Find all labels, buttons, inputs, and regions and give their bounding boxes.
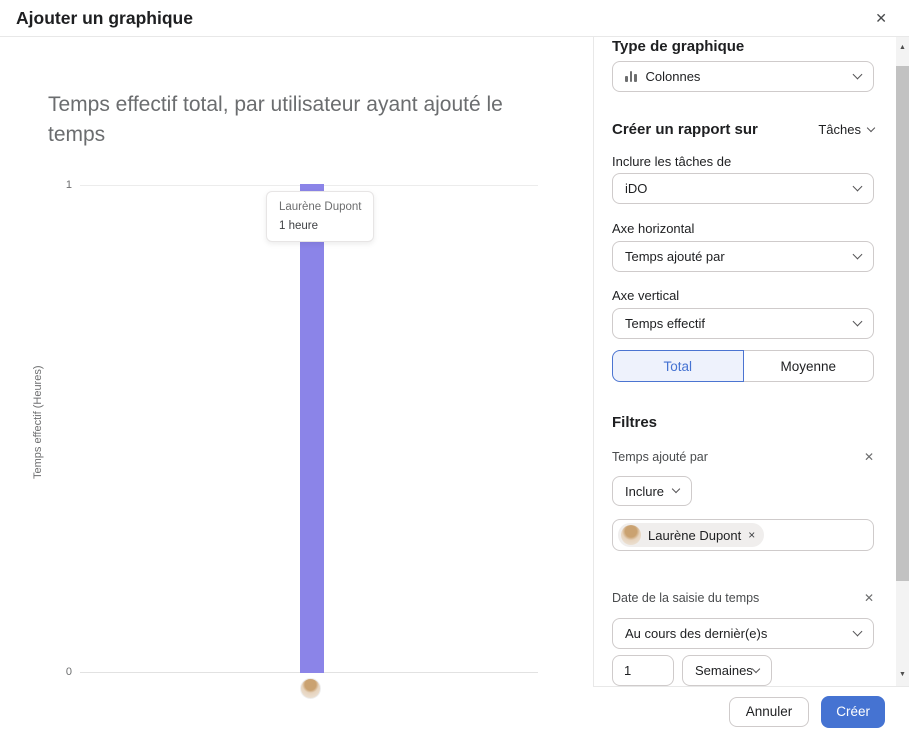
pane-divider	[593, 37, 594, 686]
include-tasks-label: Inclure les tâches de	[612, 154, 732, 169]
include-tasks-select[interactable]: iDO	[612, 173, 874, 204]
horizontal-axis-select[interactable]: Temps ajouté par	[612, 241, 874, 272]
horizontal-axis-value: Temps ajouté par	[625, 249, 725, 264]
tooltip-user-name: Laurène Dupont	[279, 201, 362, 213]
tooltip-value: 1 heure	[279, 220, 319, 232]
scrollbar-thumb[interactable]	[896, 66, 909, 581]
aggregation-toggle: Total Moyenne	[612, 350, 874, 382]
dialog-footer: Annuler Créer	[593, 686, 909, 736]
chevron-down-icon	[852, 181, 863, 192]
y-tick-0: 0	[65, 666, 72, 678]
chart-type-heading: Type de graphique	[612, 38, 745, 55]
dialog-header: Ajouter un graphique ✕	[0, 0, 909, 37]
date-unit-select[interactable]: Semaines	[682, 655, 772, 686]
report-on-heading: Créer un rapport sur	[612, 121, 758, 138]
chevron-down-icon	[852, 69, 863, 80]
date-number-input[interactable]	[612, 655, 674, 686]
x-axis-avatar	[300, 678, 321, 699]
chart-title: Temps effectif total, par utilisateur ay…	[48, 93, 503, 147]
aggregation-total-tab[interactable]: Total	[612, 350, 744, 382]
cancel-button[interactable]: Annuler	[728, 696, 810, 727]
remove-filter-date-icon[interactable]: ✕	[863, 591, 874, 605]
report-scope-menu[interactable]: Tâches	[818, 122, 876, 137]
dialog-title: Ajouter un graphique	[16, 7, 193, 28]
scroll-down-icon[interactable]: ▼	[899, 670, 906, 678]
chart-preview-pane: Temps effectif total, par utilisateur ay…	[0, 37, 593, 736]
filter-user-input[interactable]: Laurène Dupont ×	[612, 519, 874, 551]
chart-type-value: Colonnes	[645, 69, 701, 84]
settings-scrollbar[interactable]: ▲ ▼	[896, 37, 909, 686]
vertical-axis-select[interactable]: Temps effectif	[612, 308, 874, 339]
settings-pane: Type de graphique Colonnes Créer un rapp…	[594, 37, 896, 686]
report-on-row: Créer un rapport sur Tâches	[612, 121, 876, 138]
vertical-axis-label: Axe vertical	[612, 288, 680, 303]
chevron-down-icon	[852, 316, 863, 327]
columns-chart-icon	[625, 71, 637, 82]
filter-date-label: Date de la saisie du temps	[612, 591, 760, 605]
filter-mode-value: Inclure	[625, 483, 665, 499]
filters-heading: Filtres	[612, 414, 658, 431]
filter-user-label: Temps ajouté par	[612, 450, 708, 464]
chip-user-name: Laurène Dupont	[648, 527, 742, 543]
y-axis-label: Temps effectif (Heures)	[32, 365, 44, 479]
chevron-down-icon	[671, 484, 681, 494]
create-button[interactable]: Créer	[821, 695, 885, 728]
y-tick-1: 1	[65, 179, 72, 191]
chevron-down-icon	[852, 626, 863, 637]
horizontal-axis-label: Axe horizontal	[612, 221, 695, 236]
date-range-value: Au cours des dernièr(e)s	[625, 626, 768, 641]
aggregation-average-tab[interactable]: Moyenne	[743, 350, 874, 382]
chart-type-select[interactable]: Colonnes	[612, 61, 874, 92]
include-tasks-value: iDO	[625, 181, 648, 196]
date-range-select[interactable]: Au cours des dernièr(e)s	[612, 618, 874, 649]
date-unit-value: Semaines	[695, 663, 753, 678]
filter-user-row: Temps ajouté par ✕	[612, 450, 874, 464]
bar-laurene-dupont[interactable]	[300, 184, 324, 673]
vertical-axis-value: Temps effectif	[625, 316, 705, 331]
filter-mode-select[interactable]: Inclure	[612, 476, 693, 506]
date-amount-row: Semaines	[612, 655, 874, 686]
chart-tooltip: Laurène Dupont 1 heure	[266, 191, 375, 242]
chevron-down-icon	[852, 249, 863, 260]
filter-user-mode-wrap: Inclure	[612, 476, 874, 506]
chip-avatar	[621, 525, 641, 545]
close-icon[interactable]: ✕	[875, 10, 887, 26]
scroll-up-icon[interactable]: ▲	[899, 43, 906, 51]
user-chip[interactable]: Laurène Dupont ×	[618, 523, 765, 547]
report-scope-value: Tâches	[818, 122, 861, 137]
filter-date-row: Date de la saisie du temps ✕	[612, 591, 874, 605]
chevron-down-icon	[751, 664, 761, 673]
remove-filter-user-icon[interactable]: ✕	[863, 450, 874, 464]
chip-remove-icon[interactable]: ×	[748, 528, 756, 542]
chevron-down-icon	[866, 123, 876, 132]
